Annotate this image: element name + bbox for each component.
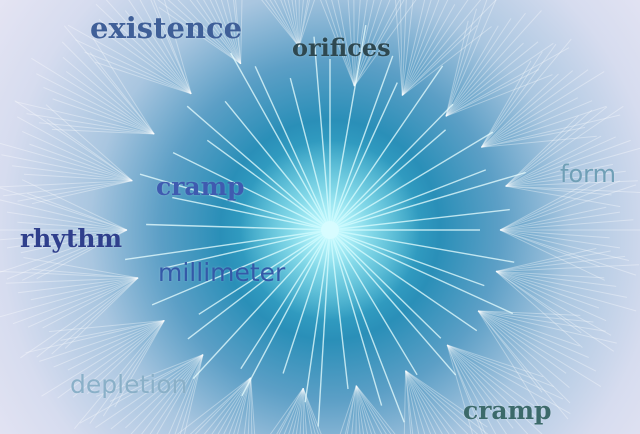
- seed-tuft: [477, 310, 617, 420]
- seed-tuft: [394, 0, 497, 96]
- seed-tuft: [499, 179, 640, 281]
- seed-tuft: [261, 0, 315, 47]
- seed-tuft: [0, 179, 128, 281]
- word-existence: existence: [90, 11, 243, 45]
- seed-tuft: [495, 247, 640, 352]
- seed-tuft: [480, 38, 621, 148]
- seed-tuft: [79, 354, 204, 434]
- word-form: form: [560, 160, 616, 188]
- word-millimeter: millimeter: [158, 258, 286, 287]
- seed-tuft: [269, 387, 322, 434]
- seed-tuft: [176, 377, 256, 434]
- seed-tuft: [67, 0, 192, 95]
- seed-tuft: [0, 100, 133, 205]
- seed-tuft: [505, 105, 640, 208]
- word-orifices: orifices: [292, 33, 391, 62]
- word-rhythm: rhythm: [20, 224, 123, 253]
- seed-tuft: [445, 0, 570, 117]
- seed-tuft: [25, 320, 165, 430]
- seed-tuft: [339, 385, 396, 434]
- seed-tuft: [446, 344, 571, 434]
- seed-tuft: [320, 0, 417, 87]
- center-hub: [321, 221, 339, 239]
- seed-tuft: [403, 370, 489, 434]
- word-cramp-lower: cramp: [463, 396, 552, 425]
- seed-tuft: [157, 0, 243, 65]
- seed-tuft: [0, 257, 139, 359]
- word-depletion: depletion: [70, 370, 188, 399]
- seed-tuft: [15, 25, 155, 135]
- word-cramp-upper: cramp: [156, 172, 245, 201]
